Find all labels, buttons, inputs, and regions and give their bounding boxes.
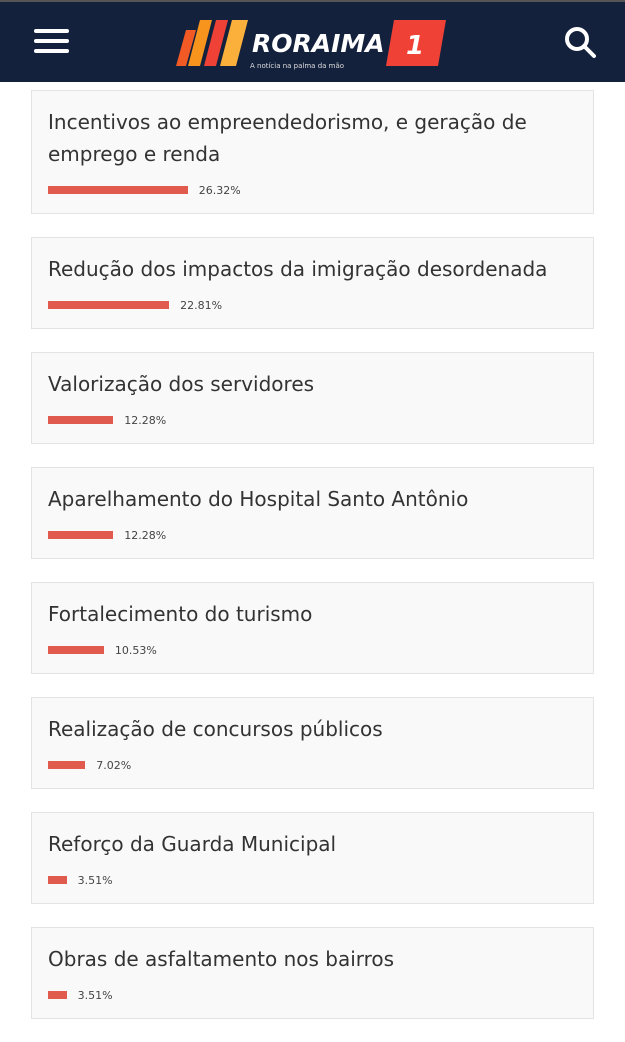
result-bar [48, 416, 114, 424]
result-percent: 22.81% [180, 298, 223, 312]
poll-option: Incentivos ao empreendedorismo, e geraçã… [31, 90, 594, 214]
result-row: 12.28% [48, 528, 577, 542]
header: RORAIMA 1 A notícia na palma da mão [0, 0, 625, 82]
result-row: 10.53% [48, 643, 577, 657]
header-bar: RORAIMA 1 A notícia na palma da mão [34, 20, 596, 70]
option-label: Realização de concursos públicos [48, 717, 383, 741]
option-label: Reforço da Guarda Municipal [48, 832, 337, 856]
option-label: Incentivos ao empreendedorismo, e geraçã… [48, 110, 527, 166]
poll-results: Incentivos ao empreendedorismo, e geraçã… [31, 90, 594, 1042]
result-row: 22.81% [48, 298, 577, 312]
result-bar [48, 876, 67, 884]
result-bar [48, 531, 114, 539]
poll-option: Fortalecimento do turismo 10.53% [31, 582, 594, 674]
result-row: 7.02% [48, 758, 577, 772]
result-bar [48, 186, 188, 194]
result-percent: 7.02% [96, 758, 132, 772]
menu-button[interactable] [34, 29, 69, 53]
poll-option: Valorização dos servidores 12.28% [31, 352, 594, 444]
logo-number: 1 [406, 31, 424, 61]
poll-option: Aparelhamento do Hospital Santo Antônio 1… [31, 467, 594, 559]
result-row: 12.28% [48, 413, 577, 427]
logo[interactable]: RORAIMA 1 A notícia na palma da mão [176, 20, 446, 70]
option-label: Redução dos impactos da imigração desord… [48, 257, 548, 281]
tagline: A notícia na palma da mão [250, 62, 344, 70]
search-button[interactable] [565, 27, 596, 58]
poll-option: Realização de concursos públicos 7.02% [31, 697, 594, 789]
poll-option: Redução dos impactos da imigração desord… [31, 237, 594, 329]
result-row: 3.51% [48, 988, 577, 1002]
poll-option: Obras de asfaltamento nos bairros 3.51% [31, 927, 594, 1019]
option-label: Aparelhamento do Hospital Santo Antônio [48, 487, 469, 511]
logo-text: RORAIMA [252, 29, 385, 58]
result-bar [48, 761, 86, 769]
result-percent: 26.32% [198, 183, 241, 197]
result-row: 26.32% [48, 183, 577, 197]
option-label: Obras de asfaltamento nos bairros [48, 947, 395, 971]
result-percent: 12.28% [124, 413, 167, 427]
result-percent: 3.51% [77, 988, 113, 1002]
result-row: 3.51% [48, 873, 577, 887]
result-percent: 12.28% [124, 528, 167, 542]
result-percent: 3.51% [77, 873, 113, 887]
option-label: Valorização dos servidores [48, 372, 315, 396]
poll-option: Reforço da Guarda Municipal 3.51% [31, 812, 594, 904]
result-bar [48, 991, 67, 999]
result-percent: 10.53% [114, 643, 157, 657]
result-bar [48, 646, 104, 654]
option-label: Fortalecimento do turismo [48, 602, 313, 626]
result-bar [48, 301, 170, 309]
